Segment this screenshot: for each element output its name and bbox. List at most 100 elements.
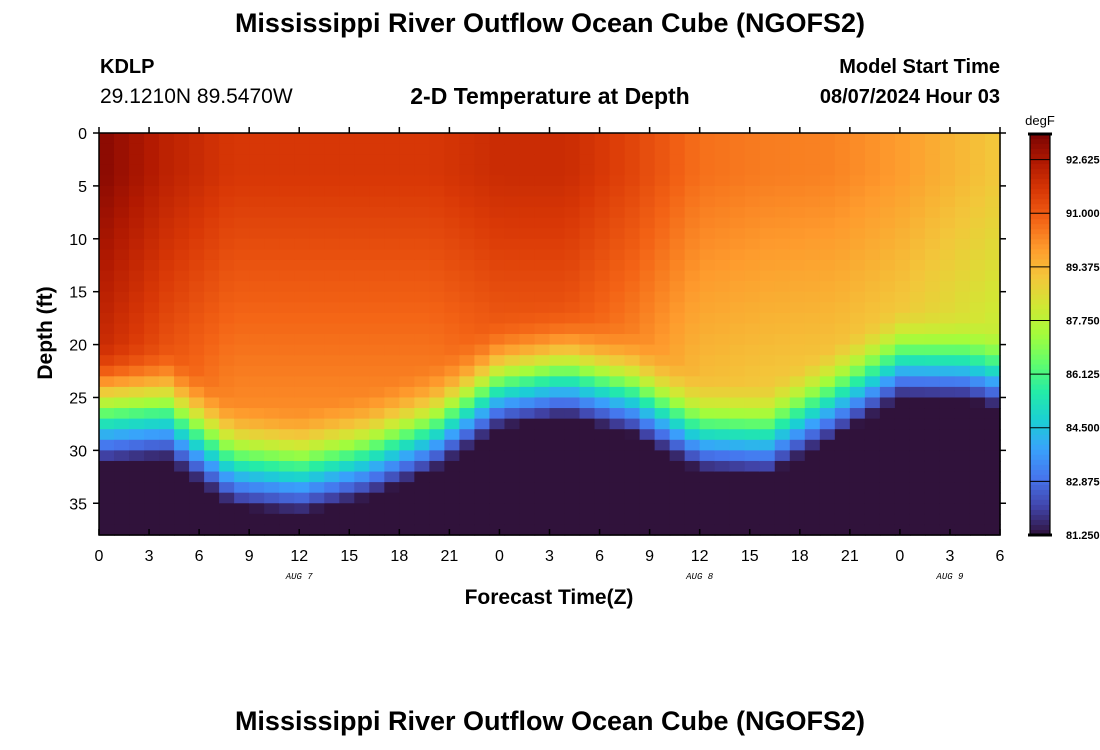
colorbar-swatch [1030, 149, 1050, 155]
heatmap-cell [774, 175, 791, 187]
heatmap-cell [159, 270, 175, 282]
heatmap-cell [264, 175, 280, 187]
heatmap-cell [519, 154, 536, 166]
heatmap-cell [189, 408, 205, 420]
heatmap-cell [294, 482, 310, 494]
heatmap-cell [264, 323, 280, 335]
heatmap-cell [264, 196, 280, 208]
heatmap-cell [894, 397, 911, 409]
heatmap-cell [699, 323, 716, 335]
heatmap-cell [264, 270, 280, 282]
heatmap-cell [99, 386, 115, 399]
heatmap-cell [294, 344, 310, 356]
heatmap-cell [249, 270, 265, 282]
heatmap-cell [504, 513, 521, 526]
heatmap-cell [609, 302, 626, 314]
heatmap-cell [774, 365, 791, 378]
heatmap-cell [684, 259, 701, 272]
heatmap-cell [429, 143, 446, 155]
heatmap-cell [489, 365, 506, 378]
heatmap-cell [714, 376, 731, 388]
heatmap-cell [849, 439, 866, 452]
heatmap-cell [879, 460, 896, 473]
heatmap-cell [519, 207, 536, 219]
heatmap-cell [234, 408, 250, 420]
heatmap-cell [339, 334, 355, 346]
heatmap-cell [984, 503, 1001, 515]
heatmap-cell [369, 439, 386, 452]
heatmap-cell [459, 228, 476, 240]
heatmap-cell [534, 154, 551, 166]
heatmap-cell [654, 397, 671, 409]
heatmap-cell [324, 418, 340, 430]
heatmap-cell [369, 344, 386, 356]
heatmap-cell [879, 302, 896, 314]
heatmap-cell [639, 450, 656, 462]
heatmap-cell [564, 196, 581, 208]
heatmap-cell [219, 492, 235, 504]
heatmap-cell [219, 439, 235, 452]
heatmap-cell [654, 386, 671, 399]
heatmap-cell [459, 302, 476, 314]
heatmap-cell [474, 482, 491, 494]
heatmap-cell [834, 513, 851, 526]
heatmap-cell [849, 323, 866, 335]
heatmap-cell [954, 386, 971, 399]
heatmap-cell [849, 471, 866, 483]
heatmap-cell [744, 143, 761, 155]
heatmap-cell [864, 175, 881, 187]
heatmap-cell [699, 228, 716, 240]
heatmap-cell [804, 217, 821, 229]
heatmap-cell [99, 249, 115, 261]
heatmap-cell [369, 386, 386, 399]
heatmap-cell [534, 196, 551, 208]
colorbar-swatch [1030, 139, 1050, 145]
heatmap-cell [219, 133, 235, 145]
heatmap-cell [339, 355, 355, 367]
heatmap-cell [414, 376, 431, 388]
heatmap-cell [969, 154, 986, 166]
heatmap-cell [519, 312, 536, 325]
heatmap-cell [954, 270, 971, 282]
colorbar-swatch [1030, 209, 1050, 215]
heatmap-cell [774, 302, 791, 314]
heatmap-cell [594, 154, 611, 166]
heatmap-cell [819, 524, 836, 536]
heatmap-cell [819, 513, 836, 526]
heatmap-cell [324, 259, 340, 272]
heatmap-cell [699, 471, 716, 483]
heatmap-cell [354, 397, 370, 409]
heatmap-cell [159, 259, 175, 272]
heatmap-cell [204, 408, 220, 420]
heatmap-cell [909, 397, 926, 409]
x-tick-label: 3 [545, 548, 554, 565]
heatmap-cell [339, 344, 355, 356]
heatmap-cell [759, 513, 776, 526]
heatmap-cell [984, 143, 1001, 155]
heatmap-cell [969, 503, 986, 515]
heatmap-cell [399, 460, 416, 473]
heatmap-cell [879, 408, 896, 420]
heatmap-cell [804, 429, 821, 441]
heatmap-cell [279, 482, 295, 494]
heatmap-cell [159, 302, 175, 314]
heatmap-cell [639, 503, 656, 515]
heatmap-cell [834, 207, 851, 219]
heatmap-cell [549, 429, 566, 441]
heatmap-cell [609, 408, 626, 420]
station-coordinates: 29.1210N 89.5470W [100, 85, 293, 108]
heatmap-cell [714, 259, 731, 272]
heatmap-cell [309, 133, 325, 145]
heatmap-cell [444, 471, 461, 483]
heatmap-cell [894, 175, 911, 187]
heatmap-cell [939, 207, 956, 219]
heatmap-cell [639, 249, 656, 261]
heatmap-cell [489, 408, 506, 420]
heatmap-cell [774, 185, 791, 198]
heatmap-cell [654, 281, 671, 293]
heatmap-cell [384, 503, 401, 515]
heatmap-cell [264, 482, 280, 494]
heatmap-cell [414, 228, 431, 240]
heatmap-cell [444, 492, 461, 504]
colorbar-swatch [1030, 464, 1050, 471]
